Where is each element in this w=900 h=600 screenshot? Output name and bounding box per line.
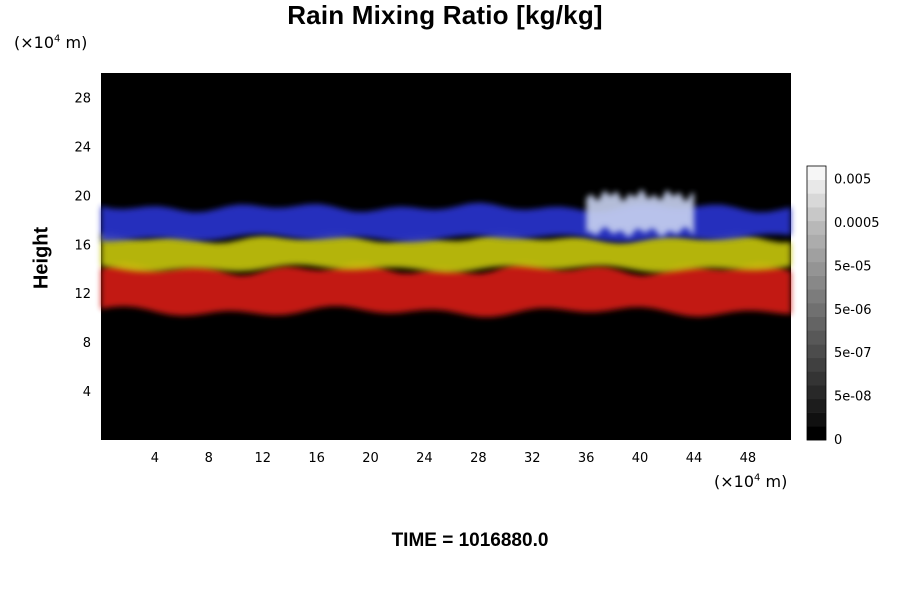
x-tick-label: 8 bbox=[205, 451, 213, 466]
colorbar-swatch bbox=[807, 357, 826, 372]
x-tick-label: 28 bbox=[470, 451, 487, 466]
colorbar-swatch bbox=[807, 207, 826, 222]
y-unit-prefix: (×10 bbox=[14, 33, 55, 52]
time-label: TIME = 1016880.0 bbox=[391, 530, 549, 551]
colorbar-swatch bbox=[807, 193, 826, 208]
x-unit-prefix: (×10 bbox=[714, 472, 755, 491]
colorbar-swatch bbox=[807, 303, 826, 317]
colorbar-swatch bbox=[807, 426, 826, 441]
colorbar-label: 0.005 bbox=[834, 173, 871, 188]
y-tick-labels: 4 8 12 16 20 24 28 bbox=[74, 91, 91, 400]
colorbar-swatch bbox=[807, 344, 826, 359]
y-tick-label: 12 bbox=[74, 287, 91, 302]
colorbar-swatch bbox=[807, 261, 826, 276]
colorbar-label: 0.0005 bbox=[834, 216, 880, 231]
y-tick-label: 16 bbox=[74, 238, 91, 253]
y-tick-label: 4 bbox=[83, 385, 91, 400]
x-tick-labels: 4 8 12 16 20 24 28 32 36 40 44 48 bbox=[151, 451, 756, 466]
x-axis-unit: (×104 m) bbox=[714, 472, 787, 491]
colorbar-swatch bbox=[807, 398, 826, 413]
colorbar-swatch bbox=[807, 248, 826, 263]
y-tick-label: 28 bbox=[74, 91, 91, 106]
rain-region-1 bbox=[101, 262, 791, 317]
y-tick-label: 24 bbox=[74, 140, 91, 155]
x-tick-label: 24 bbox=[416, 451, 433, 466]
x-tick-label: 32 bbox=[524, 451, 541, 466]
y-axis-unit: (×104 m) bbox=[14, 33, 87, 52]
chart-title: Rain Mixing Ratio [kg/kg] bbox=[287, 0, 603, 30]
y-unit-suffix: m) bbox=[60, 33, 88, 52]
colorbar-label: 5e-06 bbox=[834, 303, 872, 318]
colorbar-swatch bbox=[807, 179, 826, 194]
y-unit-exponent: 4 bbox=[54, 33, 61, 45]
y-tick-label: 8 bbox=[83, 336, 91, 351]
colorbar-swatch bbox=[807, 316, 826, 331]
x-tick-label: 12 bbox=[254, 451, 271, 466]
colorbar: 0 5e-08 5e-07 5e-06 5e-05 0.0005 0.005 bbox=[806, 165, 880, 448]
colorbar-label: 5e-08 bbox=[834, 390, 872, 405]
colorbar-swatch bbox=[807, 166, 826, 180]
x-tick-label: 48 bbox=[740, 451, 757, 466]
colorbar-swatch bbox=[807, 385, 826, 400]
colorbar-label: 5e-05 bbox=[834, 259, 872, 274]
x-tick-label: 44 bbox=[686, 451, 703, 466]
rain-regions bbox=[101, 189, 791, 317]
rain-region-4 bbox=[586, 189, 694, 237]
x-tick-label: 16 bbox=[308, 451, 325, 466]
x-tick-label: 20 bbox=[362, 451, 379, 466]
colorbar-label: 5e-07 bbox=[834, 346, 872, 361]
x-unit-exponent: 4 bbox=[754, 472, 761, 484]
x-tick-label: 40 bbox=[632, 451, 649, 466]
colorbar-swatch bbox=[807, 412, 826, 427]
colorbar-swatch bbox=[807, 289, 826, 304]
rain-region-2 bbox=[101, 233, 791, 273]
colorbar-frame bbox=[806, 165, 827, 441]
colorbar-swatch bbox=[807, 330, 826, 345]
colorbar-swatch bbox=[807, 234, 826, 249]
x-tick-label: 4 bbox=[151, 451, 159, 466]
x-unit-suffix: m) bbox=[760, 472, 788, 491]
colorbar-swatch bbox=[807, 275, 826, 290]
y-tick-label: 20 bbox=[74, 189, 91, 204]
colorbar-label: 0 bbox=[834, 433, 842, 448]
colorbar-swatch bbox=[807, 371, 826, 386]
x-tick-label: 36 bbox=[578, 451, 595, 466]
colorbar-swatch bbox=[807, 220, 826, 235]
